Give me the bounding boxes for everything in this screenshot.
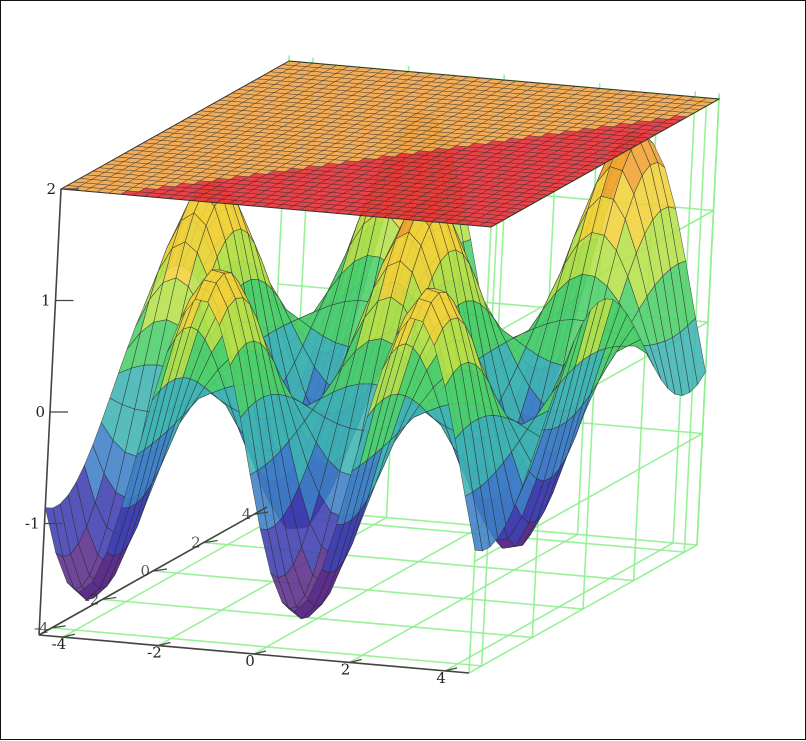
z-tick-label: -1 [25,515,40,533]
wave-surface [44,113,706,620]
y-tick-label: 4 [242,505,252,523]
z-tick-label: 0 [35,403,45,421]
grid-line [102,598,533,639]
y-tick-label: -2 [85,590,100,608]
x-tick-label: -2 [147,644,162,662]
x-tick [62,633,76,638]
x-tick-label: -4 [52,635,67,653]
flat-plane [59,60,721,228]
axes: -1 0 1 2 -4 -2 0 2 4 -4 -2 0 2 4 [25,180,470,687]
grid-line [51,627,482,667]
grid-line [696,93,721,546]
surface-patch [229,350,249,419]
plane-outline [59,60,721,228]
x-tick [158,641,171,647]
y-tick [152,568,168,572]
z-tick-label: 2 [46,180,56,198]
y-tick [203,539,218,544]
y-tick [51,625,66,629]
x-tick [444,667,458,672]
y-tick-label: 2 [191,534,201,552]
x-tick-label: 0 [245,652,255,670]
x-tick [253,650,267,655]
grid-line [152,570,584,610]
y-tick [254,511,269,515]
y-tick-label: 0 [140,562,150,580]
y-tick-label: -4 [34,619,49,637]
z-tick-label: 1 [41,292,51,310]
y-tick [102,596,117,601]
x-tick [349,658,362,664]
x-tick-label: 4 [436,669,446,687]
x-tick-label: 2 [341,660,351,678]
surface-patch [444,372,464,440]
